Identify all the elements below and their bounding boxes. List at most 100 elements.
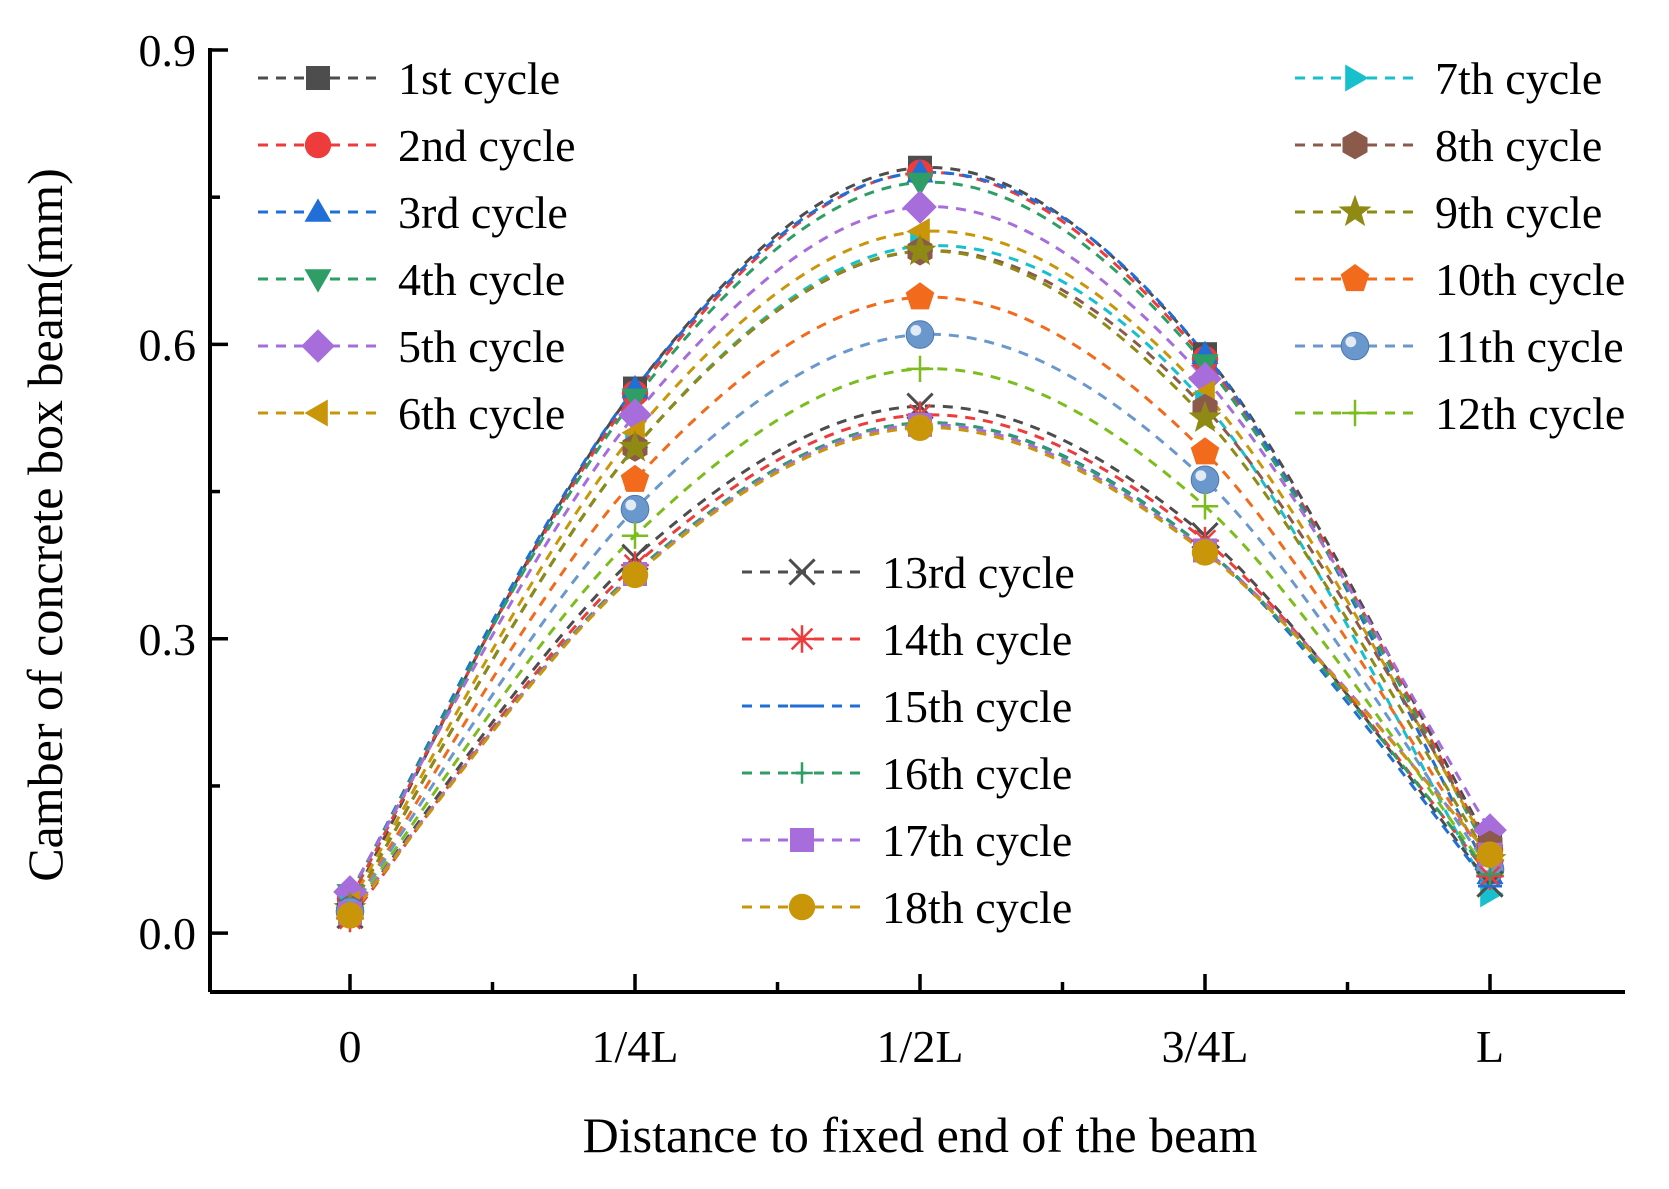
legend-item: 17th cycle xyxy=(742,815,1072,866)
legend-item: 2nd cycle xyxy=(258,120,576,171)
marker-body xyxy=(905,320,935,349)
legend-label: 18th cycle xyxy=(882,882,1072,933)
data-point xyxy=(620,464,650,492)
legend-marker xyxy=(1341,399,1369,427)
marker-body xyxy=(1190,465,1220,495)
marker-highlight xyxy=(910,324,922,336)
legend-label: 11th cycle xyxy=(1435,321,1624,372)
legend-item: 9th cycle xyxy=(1295,187,1602,238)
data-point xyxy=(336,902,364,929)
legend-marker xyxy=(790,828,814,852)
legend-item: 10th cycle xyxy=(1295,254,1625,305)
data-point xyxy=(906,414,934,441)
x-tick-label: 1/4L xyxy=(592,1021,679,1072)
legend-marker xyxy=(1340,264,1370,292)
legend-marker xyxy=(301,329,335,363)
data-point xyxy=(1190,437,1220,465)
legend-label: 4th cycle xyxy=(398,254,565,305)
legend-marker xyxy=(304,131,332,159)
legend-item: 5th cycle xyxy=(258,321,565,372)
legend-label: 7th cycle xyxy=(1435,53,1602,104)
data-point xyxy=(906,218,930,245)
legend-item: 13rd cycle xyxy=(742,547,1075,598)
legend-item: 3rd cycle xyxy=(258,187,568,238)
legend-label: 6th cycle xyxy=(398,388,565,439)
marker-body xyxy=(620,494,650,524)
data-point xyxy=(621,561,649,589)
legend: 1st cycle 2nd cycle 3rd cycle 4th cycle 5th … xyxy=(258,53,1625,933)
legend-marker xyxy=(788,558,816,586)
legend-item: 14th cycle xyxy=(742,614,1072,665)
legend-item: 11th cycle xyxy=(1295,321,1624,372)
marker-highlight xyxy=(625,499,637,511)
series-markers-layer xyxy=(333,155,1507,933)
y-tick-label: 0.0 xyxy=(139,908,197,959)
marker-body xyxy=(1340,331,1370,361)
legend-marker xyxy=(306,66,330,90)
legend-item: 8th cycle xyxy=(1295,120,1602,171)
legend-marker xyxy=(791,762,813,784)
data-point xyxy=(618,430,652,462)
legend-label: 5th cycle xyxy=(398,321,565,372)
series-line-18 xyxy=(348,426,1492,917)
data-point xyxy=(1191,539,1219,566)
legend-marker xyxy=(1342,130,1368,160)
data-point xyxy=(621,522,649,549)
legend-label: 17th cycle xyxy=(882,815,1072,866)
data-point xyxy=(905,320,935,349)
legend-marker xyxy=(304,198,332,222)
legend-item: 18th cycle xyxy=(742,882,1072,933)
data-point xyxy=(1188,400,1222,432)
legend-marker xyxy=(1345,64,1369,92)
x-axis-title: Distance to fixed end of the beam xyxy=(583,1107,1258,1163)
legend-label: 8th cycle xyxy=(1435,120,1602,171)
legend-label: 16th cycle xyxy=(882,748,1072,799)
legend-label: 9th cycle xyxy=(1435,187,1602,238)
series-line-2 xyxy=(348,170,1492,900)
legend-item: 4th cycle xyxy=(258,254,565,305)
legend-item: 7th cycle xyxy=(1295,53,1602,104)
legend-marker xyxy=(788,893,816,921)
data-point xyxy=(618,398,652,432)
y-tick-label: 0.9 xyxy=(139,25,197,76)
data-point xyxy=(1191,493,1219,520)
legend-label: 10th cycle xyxy=(1435,254,1625,305)
legend-item: 15th cycle xyxy=(742,681,1072,732)
legend-label: 14th cycle xyxy=(882,614,1072,665)
legend-marker xyxy=(1340,331,1370,361)
legend-marker xyxy=(304,269,332,293)
legend-label: 12th cycle xyxy=(1435,388,1625,439)
legend-item: 1st cycle xyxy=(258,53,560,104)
series-line-8 xyxy=(348,249,1492,910)
data-point xyxy=(1476,841,1504,868)
y-tick-label: 0.6 xyxy=(139,319,197,370)
marker-highlight xyxy=(1345,336,1357,348)
legend-label: 3rd cycle xyxy=(398,187,568,238)
data-point xyxy=(620,494,650,524)
legend-label: 2nd cycle xyxy=(398,120,576,171)
legend-item: 6th cycle xyxy=(258,388,565,439)
marker-highlight xyxy=(1195,470,1207,481)
data-point xyxy=(1190,465,1220,495)
data-point xyxy=(905,282,935,310)
legend-label: 13rd cycle xyxy=(882,547,1075,598)
data-point xyxy=(906,172,934,197)
axes-layer: 0.0 0.3 0.6 0.9 0 1/4L 1/2L 3/4L L xyxy=(139,25,1625,1072)
legend-marker xyxy=(788,625,816,653)
legend-marker xyxy=(304,399,328,427)
data-point xyxy=(903,190,937,224)
data-point xyxy=(903,233,937,266)
x-tick-label: 0 xyxy=(339,1021,362,1072)
legend-item: 16th cycle xyxy=(742,748,1072,799)
legend-item: 12th cycle xyxy=(1295,388,1625,439)
y-axis-title: Camber of concrete box beam(mm) xyxy=(17,168,73,882)
x-tick-label: L xyxy=(1476,1021,1504,1072)
x-tick-label: 1/2L xyxy=(877,1021,964,1072)
x-tick-label: 3/4L xyxy=(1162,1021,1249,1072)
legend-label: 15th cycle xyxy=(882,681,1072,732)
y-tick-label: 0.3 xyxy=(139,614,197,665)
data-point xyxy=(906,355,934,383)
legend-marker xyxy=(1338,194,1372,227)
